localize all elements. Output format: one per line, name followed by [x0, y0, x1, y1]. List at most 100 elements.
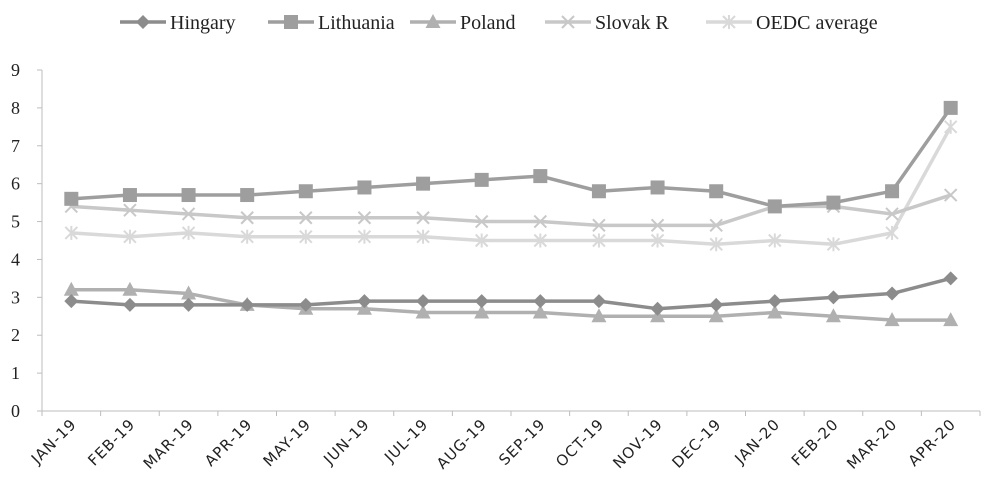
square-marker — [650, 180, 665, 195]
series-line-slovak-r — [71, 193, 952, 228]
diamond-marker — [767, 294, 782, 309]
diamond-marker — [181, 297, 196, 312]
square-marker — [181, 188, 196, 203]
data-point-lithuania — [650, 180, 665, 195]
data-point-lithuania — [181, 188, 196, 203]
y-tick-label: 7 — [11, 136, 20, 156]
legend-item-hingary: Hingary — [120, 12, 236, 34]
triangle-marker — [415, 304, 431, 319]
x-tick-label: APR-20 — [905, 415, 960, 470]
triangle-marker — [474, 304, 490, 319]
data-point-hingary — [357, 294, 372, 309]
legend: Hingary Lithuania Poland Slovak R OEDC avera… — [120, 12, 878, 34]
x-marker-stroke — [943, 188, 958, 202]
legend-marker — [425, 14, 441, 28]
triangle-marker — [181, 285, 197, 300]
data-point-hingary — [767, 294, 782, 309]
data-point-lithuania — [416, 176, 431, 191]
data-point-lithuania — [709, 184, 724, 199]
legend-label: Slovak R — [595, 12, 670, 34]
data-point-hingary — [298, 297, 313, 312]
x-tick-label: AUG-19 — [433, 415, 491, 473]
square-marker — [240, 188, 255, 203]
diamond-marker — [416, 294, 431, 309]
data-point-oedc-average — [885, 225, 899, 240]
data-point-oedc-average — [64, 225, 79, 240]
data-point-lithuania — [240, 188, 255, 203]
data-point-oedc-average — [533, 233, 548, 248]
x-tick-label: APR-19 — [201, 415, 256, 470]
data-point-lithuania — [591, 184, 606, 199]
data-point-poland — [532, 304, 548, 319]
data-point-slovak-r — [885, 207, 899, 221]
data-point-slovak-r — [709, 218, 723, 233]
data-point-oedc-average — [826, 237, 841, 252]
y-tick-label: 6 — [11, 174, 20, 194]
diamond-marker — [885, 286, 900, 301]
series-slovak-r — [64, 188, 958, 233]
x-tick-label: NOV-19 — [609, 415, 666, 472]
legend-item-lithuania: Lithuania — [268, 12, 395, 34]
data-point-lithuania — [885, 184, 900, 199]
legend-label: Lithuania — [318, 12, 395, 34]
axes: 0 1 2 3 4 5 6 7 8 9 JAN-19 FEB-19 MAR-19 APR-19 MAY-19… — [11, 60, 981, 473]
x-tick-label: SEP-19 — [495, 415, 549, 469]
series-poland — [63, 281, 959, 327]
y-tick-label: 1 — [11, 363, 20, 383]
triangle-marker — [122, 281, 138, 296]
data-point-oedc-average — [650, 233, 665, 248]
triangle-marker — [825, 308, 841, 323]
square-marker — [64, 191, 79, 206]
y-tick-label: 3 — [11, 287, 20, 307]
y-tick-label: 9 — [11, 60, 20, 80]
diamond-marker — [357, 294, 372, 309]
series-oedc-average — [64, 119, 958, 252]
diamond-marker — [136, 15, 150, 29]
data-point-slovak-r — [416, 211, 430, 225]
square-marker — [416, 176, 431, 191]
data-point-oedc-average — [123, 229, 137, 244]
x-tick-label: FEB-20 — [788, 415, 842, 469]
data-point-hingary — [240, 297, 255, 312]
data-point-slovak-r — [943, 188, 958, 202]
x-marker-stroke — [650, 218, 665, 233]
data-point-hingary — [64, 294, 79, 309]
series-line-oedc-average — [71, 125, 953, 247]
data-point-oedc-average — [240, 229, 254, 244]
square-marker — [474, 172, 489, 187]
x-marker-stroke — [709, 218, 723, 233]
triangle-marker — [884, 312, 900, 327]
diamond-marker — [943, 271, 958, 286]
data-point-slovak-r — [533, 214, 548, 229]
data-point-lithuania — [826, 195, 841, 210]
triangle-marker — [532, 304, 548, 319]
data-point-poland — [825, 308, 841, 323]
square-marker — [357, 180, 372, 195]
diamond-marker — [64, 294, 79, 309]
data-point-lithuania — [357, 180, 372, 195]
legend-marker — [284, 15, 298, 29]
diamond-marker — [122, 297, 137, 312]
data-point-slovak-r — [592, 218, 606, 233]
data-point-oedc-average — [592, 233, 606, 248]
x-marker-stroke — [592, 218, 606, 233]
square-marker — [767, 199, 782, 214]
data-point-hingary — [122, 297, 137, 312]
series-line-poland — [71, 288, 951, 322]
data-point-poland — [181, 285, 197, 300]
x-tick-label: MAR-20 — [843, 415, 901, 473]
square-marker — [591, 184, 606, 199]
data-point-poland — [943, 312, 959, 327]
data-point-poland — [122, 281, 138, 296]
data-point-poland — [474, 304, 490, 319]
data-point-lithuania — [474, 172, 489, 187]
x-tick-label: JAN-20 — [730, 415, 783, 468]
data-point-lithuania — [298, 184, 313, 199]
x-marker-stroke — [181, 207, 196, 221]
triangle-marker — [63, 281, 79, 296]
triangle-marker — [943, 312, 959, 327]
data-point-hingary — [826, 290, 841, 305]
data-point-hingary — [474, 294, 489, 309]
legend-label: OEDC average — [756, 12, 878, 34]
